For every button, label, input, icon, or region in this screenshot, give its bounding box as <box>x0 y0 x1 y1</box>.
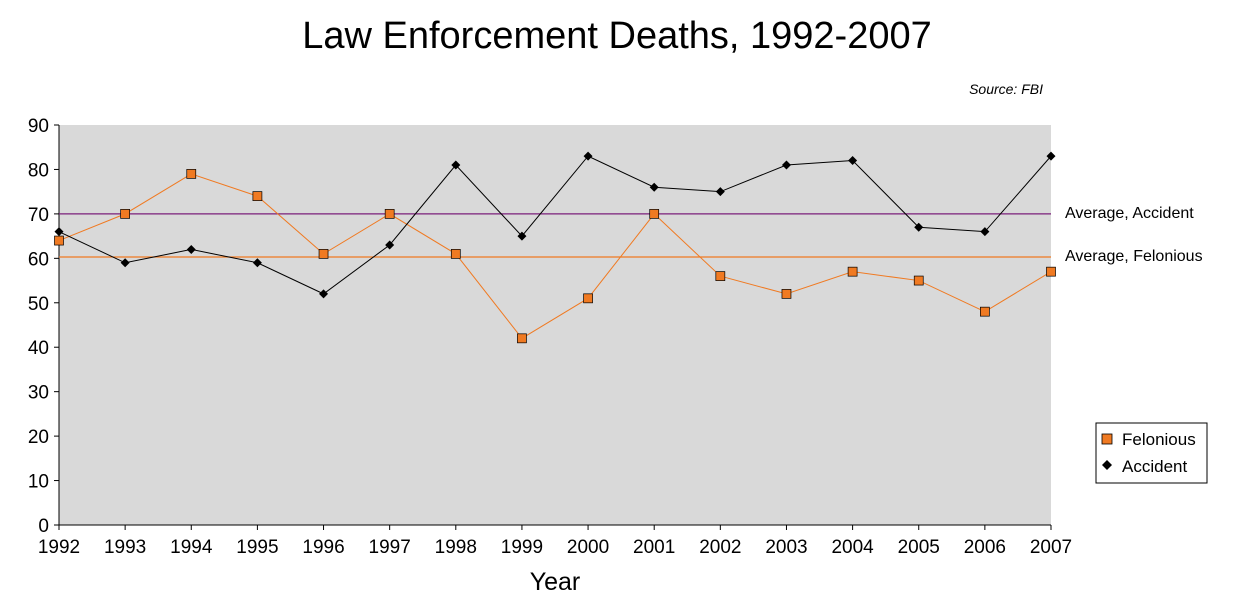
series-line-felonious <box>58 173 1052 339</box>
data-point-felonious <box>517 333 527 344</box>
y-tick-label: 40 <box>28 338 49 359</box>
x-tick-label: 2005 <box>898 537 940 558</box>
x-tick-label: 1999 <box>501 537 543 558</box>
data-point-felonious <box>781 289 792 299</box>
x-tick-label: 1992 <box>38 537 80 558</box>
series-line-accident <box>58 155 1052 295</box>
y-tick-label: 50 <box>28 294 49 315</box>
data-point-felonious <box>120 209 130 219</box>
y-tick-label: 70 <box>28 205 49 226</box>
legend-felonious-label: Felonious <box>1122 430 1196 449</box>
x-tick-label: 2004 <box>831 537 874 558</box>
x-tick-label: 1995 <box>236 537 278 558</box>
y-tick-label: 10 <box>28 472 49 493</box>
data-point-accident <box>54 227 64 237</box>
chart-source: Source: FBI <box>969 81 1043 97</box>
data-point-felonious <box>252 191 263 201</box>
x-tick-label: 2003 <box>765 537 807 558</box>
data-point-accident <box>980 227 990 237</box>
y-tick-label: 80 <box>28 160 49 181</box>
data-point-accident <box>385 240 395 250</box>
data-point-accident <box>583 151 593 161</box>
data-point-felonious <box>186 169 197 179</box>
data-point-felonious <box>1046 266 1056 277</box>
x-tick-label: 1994 <box>170 537 213 558</box>
y-tick-label: 0 <box>38 516 49 537</box>
data-point-accident <box>517 231 527 241</box>
reference-line-label: Average, Accident <box>1065 205 1194 222</box>
data-point-felonious <box>913 275 924 286</box>
data-point-accident <box>848 156 858 166</box>
data-point-accident <box>120 258 130 268</box>
data-point-accident <box>649 182 659 192</box>
data-point-felonious <box>450 249 461 259</box>
x-axis: 1992 1993 1994 1995 1996 1997 1998 1999 2000 2001… <box>38 524 1072 558</box>
legend-accident-label: Accident <box>1122 457 1187 476</box>
x-tick-label: 2001 <box>633 537 675 558</box>
legend-felonious-marker <box>1101 433 1113 445</box>
x-tick-label: 2007 <box>1030 537 1072 558</box>
data-point-accident <box>715 187 725 197</box>
legend-box <box>1095 422 1208 484</box>
data-point-felonious <box>384 209 395 219</box>
data-point-felonious <box>54 235 64 246</box>
data-point-felonious <box>583 293 593 304</box>
data-point-felonious <box>318 249 329 259</box>
data-point-accident <box>186 244 196 254</box>
series-lines <box>58 155 1052 339</box>
x-axis-label: Year <box>530 568 581 596</box>
data-point-felonious <box>980 306 990 317</box>
x-tick-label: 1997 <box>369 537 411 558</box>
data-point-accident <box>914 222 924 232</box>
data-point-felonious <box>715 271 726 281</box>
legend: Felonious Accident <box>1095 422 1208 484</box>
legend-accident-marker <box>1102 460 1112 470</box>
x-tick-label: 1996 <box>302 537 344 558</box>
y-axis: 0 10 20 30 40 50 60 70 80 90 <box>28 116 60 537</box>
data-point-felonious <box>847 266 858 277</box>
data-point-accident <box>319 289 329 299</box>
x-tick-label: 2002 <box>699 537 741 558</box>
y-tick-label: 90 <box>28 116 49 137</box>
x-tick-label: 1993 <box>104 537 146 558</box>
data-point-felonious <box>649 209 660 219</box>
y-tick-label: 60 <box>28 249 49 270</box>
series-markers <box>54 151 1056 344</box>
y-tick-label: 30 <box>28 383 49 404</box>
reference-line-label: Average, Felonious <box>1065 248 1203 265</box>
data-point-accident <box>252 258 262 268</box>
x-tick-label: 2000 <box>567 537 609 558</box>
data-point-accident <box>451 160 461 170</box>
data-point-accident <box>1046 151 1056 161</box>
y-tick-label: 20 <box>28 427 49 448</box>
reference-lines: Average, Accident Average, Felonious <box>59 205 1203 265</box>
plot-area <box>59 125 1051 525</box>
x-tick-label: 2006 <box>964 537 1006 558</box>
chart-title: Law Enforcement Deaths, 1992-2007 <box>302 15 932 57</box>
x-tick-label: 1998 <box>435 537 477 558</box>
data-point-accident <box>781 160 791 170</box>
